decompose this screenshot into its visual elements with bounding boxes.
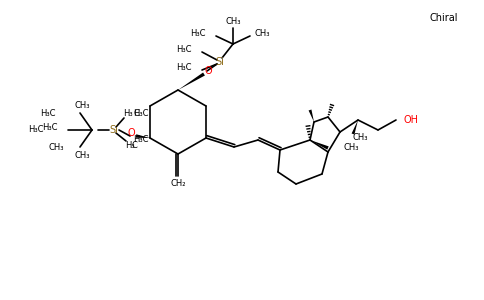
Text: O: O — [204, 66, 212, 76]
Text: H₃C: H₃C — [41, 109, 56, 118]
Text: H₃C: H₃C — [177, 64, 192, 73]
Text: CH₃: CH₃ — [74, 151, 90, 160]
Polygon shape — [351, 120, 358, 134]
Text: H₃C: H₃C — [43, 124, 58, 133]
Polygon shape — [310, 140, 329, 150]
Text: OH: OH — [404, 115, 419, 125]
Text: C: C — [133, 109, 139, 118]
Text: H₃C: H₃C — [177, 46, 192, 55]
Text: CH₃: CH₃ — [225, 17, 241, 26]
Text: C: C — [131, 140, 137, 149]
Text: CH₃: CH₃ — [48, 142, 64, 152]
Text: Chiral: Chiral — [430, 13, 458, 23]
Text: Si: Si — [215, 57, 225, 67]
Text: O: O — [127, 128, 135, 138]
Text: Si: Si — [109, 125, 119, 135]
Text: H₃: H₃ — [125, 142, 135, 151]
Text: CH₃: CH₃ — [74, 101, 90, 110]
Text: CH₃: CH₃ — [254, 28, 270, 38]
Text: CH₃: CH₃ — [352, 134, 368, 142]
Text: H₃C: H₃C — [133, 110, 149, 118]
Polygon shape — [136, 134, 150, 138]
Text: CH₃: CH₃ — [343, 143, 359, 152]
Text: H₃C: H₃C — [29, 125, 44, 134]
Text: H₃C: H₃C — [133, 136, 149, 145]
Polygon shape — [309, 110, 314, 122]
Text: H₃C: H₃C — [191, 28, 206, 38]
Polygon shape — [178, 73, 205, 90]
Text: CH₂: CH₂ — [170, 179, 186, 188]
Text: H₃: H₃ — [123, 109, 133, 118]
